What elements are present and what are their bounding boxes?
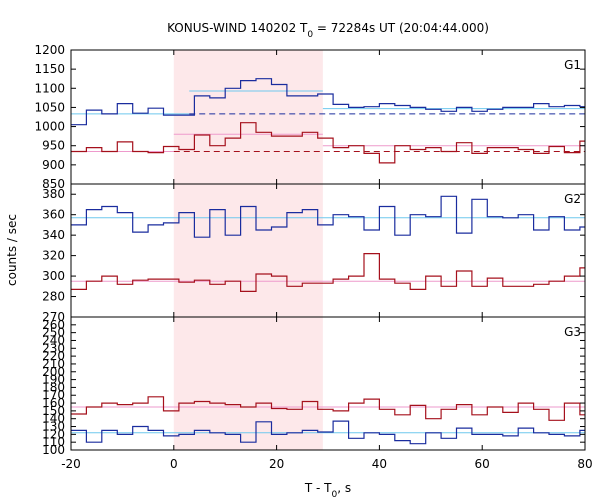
- y-tick-label: 260: [42, 318, 65, 332]
- panel-frame: [70, 49, 586, 185]
- y-tick-label: 150: [42, 404, 65, 418]
- x-tick-label: 40: [372, 457, 387, 471]
- y-tick-label: 130: [42, 420, 65, 434]
- chart-title: KONUS-WIND 140202 T0 = 72284s UT (20:04:…: [167, 21, 489, 40]
- highlight-band: [173, 50, 323, 450]
- x-axis-title: T - T0, s: [304, 481, 351, 500]
- series-line-blue: [71, 420, 585, 445]
- panel-label: G2: [564, 192, 581, 206]
- y-tick-label: 170: [42, 388, 65, 402]
- y-tick-label: 950: [42, 139, 65, 153]
- y-tick-label: 270: [42, 310, 65, 324]
- x-tick-label: -20: [61, 457, 81, 471]
- fit-lines-layer: [71, 90, 585, 434]
- series-line-red: [71, 253, 585, 292]
- panel-label: G3: [564, 325, 581, 339]
- y-tick-label: 160: [42, 396, 65, 410]
- y-tick-label: 280: [42, 290, 65, 304]
- series-line-red: [71, 396, 585, 421]
- y-tick-label: 210: [42, 357, 65, 371]
- y-tick-label: 200: [42, 365, 65, 379]
- y-tick-label: 180: [42, 380, 65, 394]
- y-tick-label: 1050: [34, 100, 65, 114]
- series-line-blue: [71, 78, 585, 126]
- y-tick-label: 1100: [34, 81, 65, 95]
- x-tick-label: 80: [577, 457, 592, 471]
- y-tick-label: 140: [42, 412, 65, 426]
- panel-frame: [70, 316, 586, 451]
- y-tick-label: 230: [42, 341, 65, 355]
- y-tick-label: 340: [42, 228, 65, 242]
- x-tick-label: 20: [269, 457, 284, 471]
- y-tick-label: 300: [42, 269, 65, 283]
- panel-label: G1: [564, 58, 581, 72]
- series-layer: [71, 78, 585, 445]
- y-tick-label: 360: [42, 208, 65, 222]
- y-tick-label: 110: [42, 435, 65, 449]
- y-tick-label: 250: [42, 326, 65, 340]
- frame-layer: [70, 49, 586, 451]
- panel-frame: [70, 183, 586, 318]
- y-axis-title: counts / sec: [5, 214, 19, 286]
- x-tick-label: 60: [475, 457, 490, 471]
- y-tick-label: 120: [42, 427, 65, 441]
- y-tick-label: 1150: [34, 62, 65, 76]
- highlight-layer: [173, 50, 323, 450]
- y-tick-label: 320: [42, 249, 65, 263]
- series-line-blue: [71, 195, 585, 238]
- y-tick-label: 900: [42, 158, 65, 172]
- y-tick-label: 100: [42, 443, 65, 457]
- series-line-red: [71, 122, 585, 164]
- y-tick-label: 1200: [34, 43, 65, 57]
- y-tick-label: 380: [42, 187, 65, 201]
- y-tick-label: 190: [42, 373, 65, 387]
- y-tick-label: 850: [42, 177, 65, 191]
- x-tick-label: 0: [170, 457, 178, 471]
- y-tick-label: 220: [42, 349, 65, 363]
- text-layer: KONUS-WIND 140202 T0 = 72284s UT (20:04:…: [5, 21, 593, 500]
- y-tick-label: 240: [42, 333, 65, 347]
- y-tick-label: 1000: [34, 120, 65, 134]
